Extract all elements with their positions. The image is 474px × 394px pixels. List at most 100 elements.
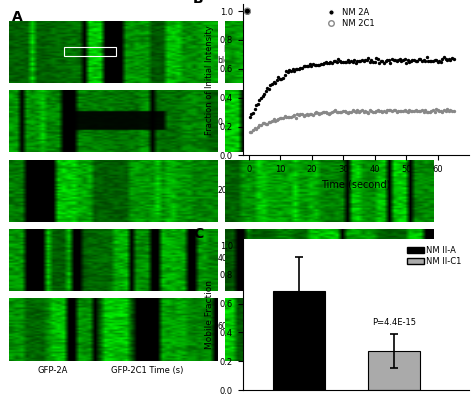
Point (421, 58, 429, 64)
Point (407, 108, 415, 114)
Point (337, 109, 345, 115)
Point (270, 79, 277, 85)
Point (290, 112, 298, 118)
Point (420, 57, 428, 63)
Point (383, 107, 391, 113)
Point (336, 109, 344, 115)
Point (312, 62, 320, 69)
Point (309, 112, 317, 118)
Point (287, 68, 295, 74)
Point (417, 108, 424, 115)
Point (260, 120, 268, 126)
Point (274, 74, 282, 80)
Point (285, 113, 293, 120)
Point (436, 58, 443, 64)
Point (360, 58, 367, 64)
Point (317, 61, 325, 67)
Point (406, 107, 413, 113)
Point (417, 56, 424, 63)
Point (450, 108, 457, 115)
Text: 0: 0 (218, 118, 223, 127)
Point (377, 58, 385, 64)
Point (393, 109, 401, 115)
Point (342, 109, 350, 115)
Point (281, 113, 288, 120)
Point (436, 108, 443, 114)
Point (274, 116, 282, 122)
Point (262, 88, 270, 94)
Point (373, 55, 380, 61)
Point (303, 111, 310, 117)
Point (382, 58, 390, 64)
Point (354, 107, 361, 113)
Point (401, 107, 409, 113)
Point (335, 109, 342, 115)
Text: 60: 60 (218, 322, 228, 331)
Point (371, 58, 378, 65)
Point (331, 107, 339, 113)
Point (273, 117, 281, 123)
Point (316, 61, 323, 68)
Point (292, 115, 300, 121)
Y-axis label: Fraction of Initial Intensity: Fraction of Initial Intensity (205, 25, 214, 134)
Point (316, 110, 323, 117)
Point (298, 65, 306, 71)
Point (352, 109, 359, 115)
Point (346, 59, 353, 65)
Point (385, 57, 392, 63)
Point (358, 57, 366, 63)
Point (423, 54, 430, 61)
Point (445, 108, 453, 114)
Point (319, 61, 326, 67)
Point (253, 102, 260, 108)
Point (314, 61, 321, 68)
Point (438, 108, 446, 115)
Point (374, 56, 382, 62)
Point (330, 58, 337, 65)
Point (401, 56, 409, 63)
Point (341, 108, 348, 115)
Point (285, 67, 293, 74)
Point (423, 109, 430, 115)
Point (438, 56, 446, 62)
Point (440, 54, 448, 61)
Point (317, 110, 325, 116)
Bar (273, 290, 325, 390)
Point (410, 108, 418, 114)
Point (311, 110, 319, 116)
Point (289, 66, 296, 72)
Point (298, 111, 306, 117)
Point (429, 58, 437, 64)
Point (272, 118, 279, 124)
Point (265, 85, 273, 92)
Point (425, 58, 432, 64)
Point (379, 58, 386, 64)
Point (295, 112, 302, 118)
Point (337, 59, 345, 65)
Point (255, 97, 263, 103)
Point (418, 58, 426, 64)
Point (303, 63, 310, 69)
Bar (317, 46, 369, 56)
Point (333, 109, 340, 115)
Point (388, 108, 396, 115)
Point (349, 59, 356, 65)
Point (443, 57, 451, 63)
Point (448, 108, 456, 114)
Point (375, 59, 383, 66)
Point (349, 107, 356, 113)
Point (283, 68, 290, 74)
Point (246, 114, 254, 120)
Point (366, 59, 374, 65)
Point (346, 108, 353, 115)
Point (371, 109, 378, 115)
Point (300, 62, 307, 69)
Point (333, 59, 340, 65)
Point (383, 57, 391, 63)
Point (344, 110, 352, 116)
Text: GFP-2C1 Time (s): GFP-2C1 Time (s) (111, 366, 184, 375)
Point (248, 128, 255, 135)
Point (392, 57, 399, 63)
Point (320, 60, 328, 66)
Point (363, 57, 371, 63)
